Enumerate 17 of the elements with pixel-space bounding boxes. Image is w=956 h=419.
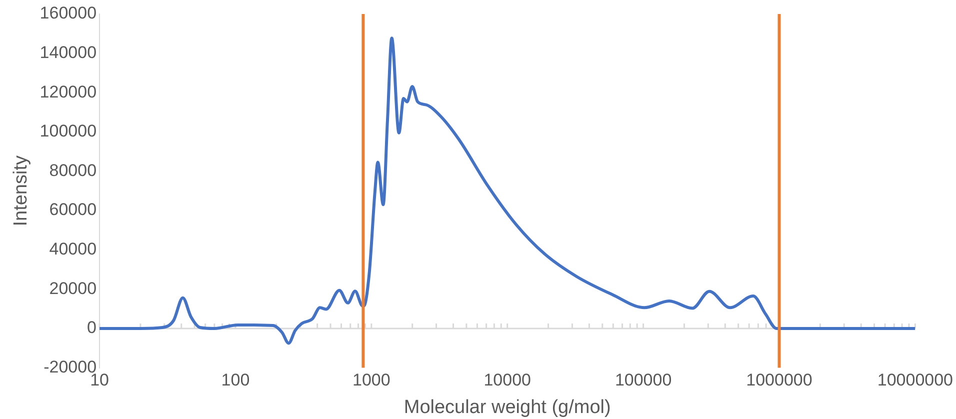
x-tick-label: 100 [221, 370, 250, 390]
y-tick-label: 60000 [49, 200, 97, 220]
y-tick-label: 0 [87, 318, 97, 338]
x-tick-label: 1000000 [746, 370, 812, 390]
x-tick-label: 1000 [352, 370, 390, 390]
y-axis-title: Intensity [10, 155, 32, 226]
y-tick-label: 20000 [49, 278, 97, 298]
x-tick-label: 10000 [484, 370, 531, 390]
y-tick-label: 100000 [40, 122, 97, 141]
y-tick-label: 140000 [40, 43, 97, 62]
y-tick-label: 160000 [40, 4, 97, 23]
x-tick-label: 10000000 [877, 370, 953, 390]
x-tick-label: 100000 [614, 370, 672, 390]
y-tick-label: 120000 [40, 82, 97, 102]
y-tick-label: 80000 [49, 160, 97, 180]
y-tick-label: 40000 [49, 240, 97, 259]
x-axis-title: Molecular weight (g/mol) [404, 396, 611, 418]
